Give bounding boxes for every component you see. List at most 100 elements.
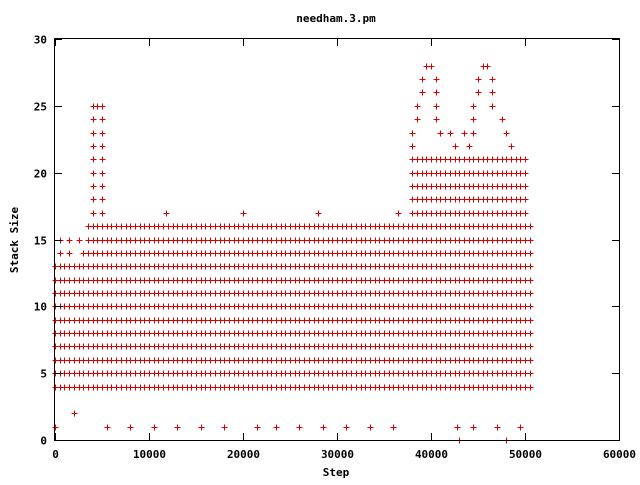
data-point — [343, 424, 350, 431]
data-point — [499, 116, 506, 123]
y-tick-label: 0 — [40, 435, 47, 448]
data-point — [466, 156, 473, 163]
data-point — [57, 250, 64, 257]
y-tick-label: 5 — [40, 368, 47, 381]
data-point — [409, 143, 416, 150]
data-point — [517, 170, 524, 177]
data-point — [80, 250, 87, 257]
data-point — [90, 156, 97, 163]
y-tick-label: 20 — [34, 168, 47, 181]
data-point — [527, 237, 534, 244]
data-point — [489, 76, 496, 83]
y-axis-label: Stack Size — [8, 207, 21, 274]
data-point — [470, 130, 477, 137]
data-point — [447, 130, 454, 137]
data-point — [315, 210, 322, 217]
data-point — [90, 196, 97, 203]
data-point — [151, 424, 158, 431]
y-tick-label: 25 — [34, 101, 47, 114]
data-point — [419, 76, 426, 83]
data-point — [527, 330, 534, 337]
data-point — [221, 424, 228, 431]
data-point — [99, 130, 106, 137]
data-point — [454, 424, 461, 431]
data-point — [174, 424, 181, 431]
data-point — [76, 237, 83, 244]
data-point — [513, 156, 520, 163]
data-point — [503, 130, 510, 137]
x-tick-label: 40000 — [415, 448, 448, 461]
data-point — [527, 343, 534, 350]
data-point — [99, 143, 106, 150]
data-point — [90, 183, 97, 190]
data-point — [470, 103, 477, 110]
x-tick-label: 20000 — [227, 448, 260, 461]
data-point — [527, 290, 534, 297]
data-point — [66, 250, 73, 257]
data-point — [456, 156, 463, 163]
data-point — [433, 103, 440, 110]
y-tick-label: 15 — [34, 235, 47, 248]
data-point — [433, 76, 440, 83]
data-point — [527, 223, 534, 230]
data-point — [527, 303, 534, 310]
data-point — [99, 156, 106, 163]
x-tick-label: 60000 — [603, 448, 636, 461]
data-point — [409, 130, 416, 137]
data-point — [198, 424, 205, 431]
data-point — [437, 130, 444, 137]
data-point — [527, 317, 534, 324]
data-point — [163, 210, 170, 217]
data-point — [99, 170, 106, 177]
data-point — [254, 424, 261, 431]
plot-frame — [54, 38, 620, 441]
data-point — [475, 89, 482, 96]
data-point — [475, 76, 482, 83]
data-point — [90, 210, 97, 217]
data-point — [527, 250, 534, 257]
data-point — [90, 130, 97, 137]
data-point — [409, 156, 416, 163]
data-point — [527, 384, 534, 391]
data-point — [127, 424, 134, 431]
data-point — [99, 183, 106, 190]
data-point — [461, 130, 468, 137]
y-tick-label: 30 — [34, 34, 47, 47]
data-point — [320, 424, 327, 431]
data-point — [99, 210, 106, 217]
x-tick-label: 0 — [52, 448, 59, 461]
data-point — [470, 116, 477, 123]
data-point — [367, 424, 374, 431]
data-point — [414, 116, 421, 123]
data-point — [489, 89, 496, 96]
data-point — [489, 103, 496, 110]
chart-title: needham.3.pm — [296, 12, 376, 25]
y-tick-label: 10 — [34, 301, 47, 314]
data-point — [390, 424, 397, 431]
data-point — [527, 277, 534, 284]
data-point — [522, 156, 529, 163]
data-point — [527, 263, 534, 270]
data-point — [99, 196, 106, 203]
data-point — [433, 116, 440, 123]
data-points — [52, 63, 534, 444]
data-point — [273, 424, 280, 431]
data-point — [517, 424, 524, 431]
x-tick-label: 50000 — [509, 448, 542, 461]
data-point — [419, 89, 426, 96]
data-point — [395, 210, 402, 217]
data-point — [90, 170, 97, 177]
data-point — [527, 357, 534, 364]
data-point — [508, 143, 515, 150]
data-point — [104, 424, 111, 431]
data-point — [414, 103, 421, 110]
data-point — [433, 89, 440, 96]
x-axis-label: Step — [323, 466, 350, 479]
x-tick-label: 30000 — [321, 448, 354, 461]
data-point — [90, 143, 97, 150]
data-point — [66, 237, 73, 244]
data-point — [494, 424, 501, 431]
data-point — [52, 424, 59, 431]
data-point — [452, 143, 459, 150]
